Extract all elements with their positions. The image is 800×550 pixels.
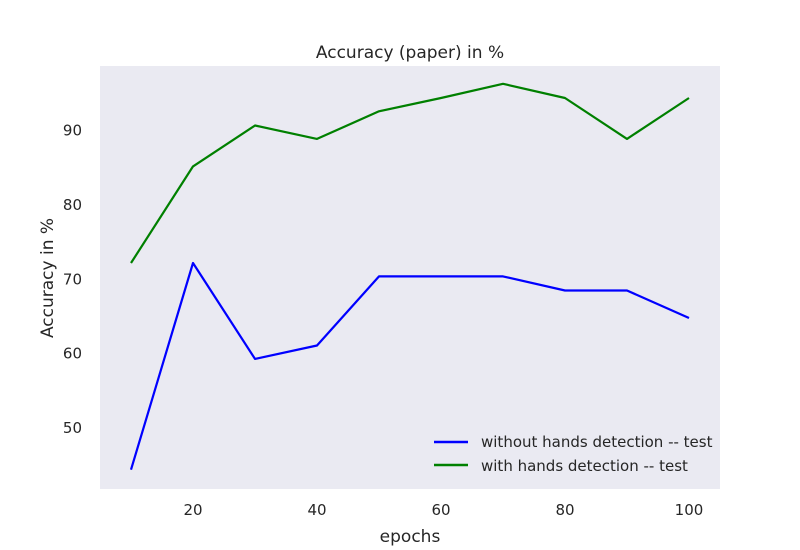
legend-label-0: without hands detection -- test [481,433,713,451]
x-tick-labels: 20 40 60 80 100 [183,501,703,519]
legend: without hands detection -- test with han… [423,428,713,482]
x-tick-label: 40 [307,501,326,519]
series-line-0 [129,261,690,471]
x-tick-label: 20 [183,501,202,519]
series-line-1 [130,82,690,264]
x-tick-label: 100 [675,501,704,519]
y-tick-label: 90 [63,122,82,140]
series-layer [129,82,690,471]
y-axis-label: Accuracy in % [38,218,58,338]
legend-label-1: with hands detection -- test [481,457,688,475]
x-tick-label: 80 [555,501,574,519]
legend-box [423,428,713,482]
y-tick-label: 70 [63,270,82,288]
y-tick-label: 80 [63,196,82,214]
x-tick-label: 60 [431,501,450,519]
x-axis-label: epochs [380,527,441,547]
y-tick-labels: 50 60 70 80 90 [63,122,82,437]
chart-title: Accuracy (paper) in % [316,43,504,63]
y-tick-label: 60 [63,345,82,363]
y-tick-label: 50 [63,419,82,437]
